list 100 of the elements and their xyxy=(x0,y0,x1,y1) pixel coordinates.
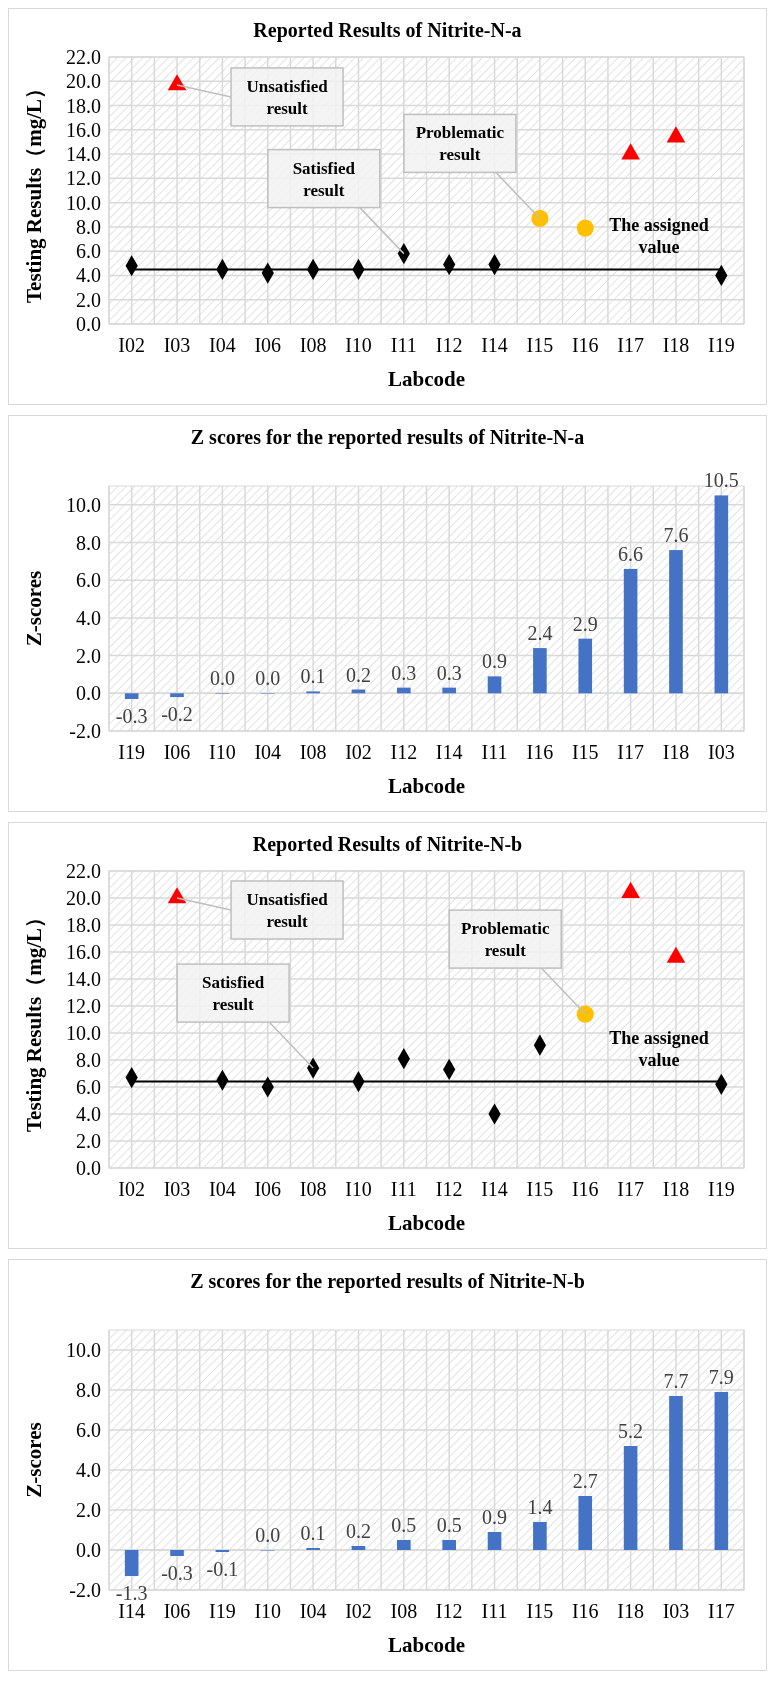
x-tick-label: I18 xyxy=(617,1600,644,1622)
data-label: 5.2 xyxy=(618,1420,644,1442)
point xyxy=(531,209,549,227)
y-tick-label: 18.0 xyxy=(66,914,101,936)
y-tick-label: 4.0 xyxy=(76,1459,101,1481)
y-tick-label: 6.0 xyxy=(76,569,101,592)
y-tick-label: -2.0 xyxy=(69,720,101,742)
x-tick-label: I19 xyxy=(209,1600,236,1622)
data-label: 0.1 xyxy=(300,665,326,688)
x-tick-label: I19 xyxy=(118,741,146,763)
x-tick-label: I14 xyxy=(481,334,508,356)
y-tick-label: 8.0 xyxy=(76,531,101,554)
x-axis-title: Labcode xyxy=(387,774,466,798)
point xyxy=(621,143,640,160)
data-label: 0.0 xyxy=(255,1524,281,1546)
y-tick-label: 2.0 xyxy=(76,1499,101,1521)
x-tick-label: I12 xyxy=(435,334,463,356)
x-tick-label: I03 xyxy=(163,1178,191,1200)
annotation: Unsatisfied result xyxy=(246,890,329,931)
y-tick-label: 8.0 xyxy=(76,1379,101,1401)
bar xyxy=(170,1550,184,1556)
data-label: 2.9 xyxy=(572,612,598,635)
y-tick-label: 6.0 xyxy=(76,1419,101,1441)
y-tick-label: 6.0 xyxy=(76,240,101,263)
bar xyxy=(442,1540,456,1550)
y-tick-label: 4.0 xyxy=(76,264,101,287)
x-tick-label: I11 xyxy=(390,1178,417,1200)
data-label: -0.3 xyxy=(161,1562,193,1584)
y-tick-label: 2.0 xyxy=(76,288,101,311)
ref-line-label: The assigned value xyxy=(609,215,709,258)
x-tick-label: I08 xyxy=(299,334,327,356)
bar xyxy=(578,1496,593,1550)
x-tick-label: I16 xyxy=(571,334,599,356)
x-tick-label: I18 xyxy=(662,334,690,356)
data-label: -0.1 xyxy=(206,1558,239,1580)
data-label: 1.4 xyxy=(527,1496,553,1518)
data-label: 10.5 xyxy=(703,469,739,492)
callout-box: Satisfied result xyxy=(176,963,314,1069)
x-tick-label: I10 xyxy=(345,334,372,356)
y-tick-label: 16.0 xyxy=(66,118,101,141)
x-tick-label: I15 xyxy=(571,741,599,763)
annotation: Satisfied result xyxy=(201,973,265,1015)
y-tick-label: 20.0 xyxy=(66,887,101,909)
y-tick-label: 10.0 xyxy=(66,1022,101,1044)
chart-title: Reported Results of Nitrite-N-a xyxy=(253,19,522,42)
y-tick-label: -2.0 xyxy=(69,1579,101,1601)
x-tick-label: I17 xyxy=(707,1600,735,1622)
data-label: 0.0 xyxy=(209,667,235,690)
x-tick-label: I04 xyxy=(299,1600,327,1622)
x-tick-label: I11 xyxy=(481,741,508,763)
bar xyxy=(442,687,456,694)
y-tick-label: 12.0 xyxy=(66,995,101,1017)
y-tick-label: 8.0 xyxy=(76,1049,101,1071)
y-tick-label: 14.0 xyxy=(66,143,101,166)
y-axis-title: Z-scores xyxy=(22,1422,46,1498)
data-label: 0.0 xyxy=(255,667,281,690)
y-tick-label: 4.0 xyxy=(76,1103,101,1125)
callout-box: Problematic result xyxy=(448,909,586,1015)
x-tick-label: I04 xyxy=(209,1178,236,1200)
data-label: 2.7 xyxy=(572,1470,598,1492)
x-tick-label: I10 xyxy=(345,1178,372,1200)
bar xyxy=(487,1532,502,1550)
y-tick-label: 0.0 xyxy=(76,1157,101,1179)
x-tick-label: I15 xyxy=(526,334,554,356)
x-tick-label: I17 xyxy=(617,1178,644,1200)
chart-title: Reported Results of Nitrite-N-b xyxy=(252,833,523,856)
data-label: -0.3 xyxy=(115,704,148,727)
bar xyxy=(170,693,184,698)
x-tick-label: I15 xyxy=(526,1600,554,1622)
x-tick-label: I02 xyxy=(345,1600,372,1622)
y-axis-title: Z-scores xyxy=(22,570,46,647)
y-tick-label: 14.0 xyxy=(66,968,101,990)
bar xyxy=(669,1396,683,1550)
x-tick-label: I16 xyxy=(571,1178,599,1200)
chart-title: Z scores for the reported results of Nitrite-N-b xyxy=(190,1270,585,1293)
bar xyxy=(397,687,411,694)
x-tick-label: I08 xyxy=(390,1600,418,1622)
x-tick-label: I11 xyxy=(481,1600,508,1622)
data-label: 0.5 xyxy=(391,1514,417,1536)
data-label: 0.2 xyxy=(345,663,371,686)
x-tick-label: I03 xyxy=(163,334,191,356)
data-label: 7.7 xyxy=(663,1370,689,1392)
data-label: 0.9 xyxy=(482,1506,508,1528)
x-tick-label: I14 xyxy=(481,1178,508,1200)
data-label: 0.3 xyxy=(391,661,417,684)
x-tick-label: I06 xyxy=(163,741,191,763)
x-tick-label: I15 xyxy=(526,1178,554,1200)
data-label: 0.5 xyxy=(436,1514,462,1536)
y-tick-label: 2.0 xyxy=(76,1130,101,1152)
x-tick-label: I19 xyxy=(707,1178,735,1200)
bar xyxy=(124,693,139,699)
y-axis-title: Testing Results（mg/L） xyxy=(22,77,46,304)
bar xyxy=(714,1392,729,1550)
x-tick-label: I02 xyxy=(118,334,146,356)
bar xyxy=(533,648,547,694)
x-axis-title: Labcode xyxy=(387,367,466,391)
x-tick-label: I12 xyxy=(435,1178,463,1200)
x-tick-label: I02 xyxy=(118,1178,146,1200)
data-label: 2.4 xyxy=(527,622,553,645)
y-tick-label: 10.0 xyxy=(66,1339,101,1361)
